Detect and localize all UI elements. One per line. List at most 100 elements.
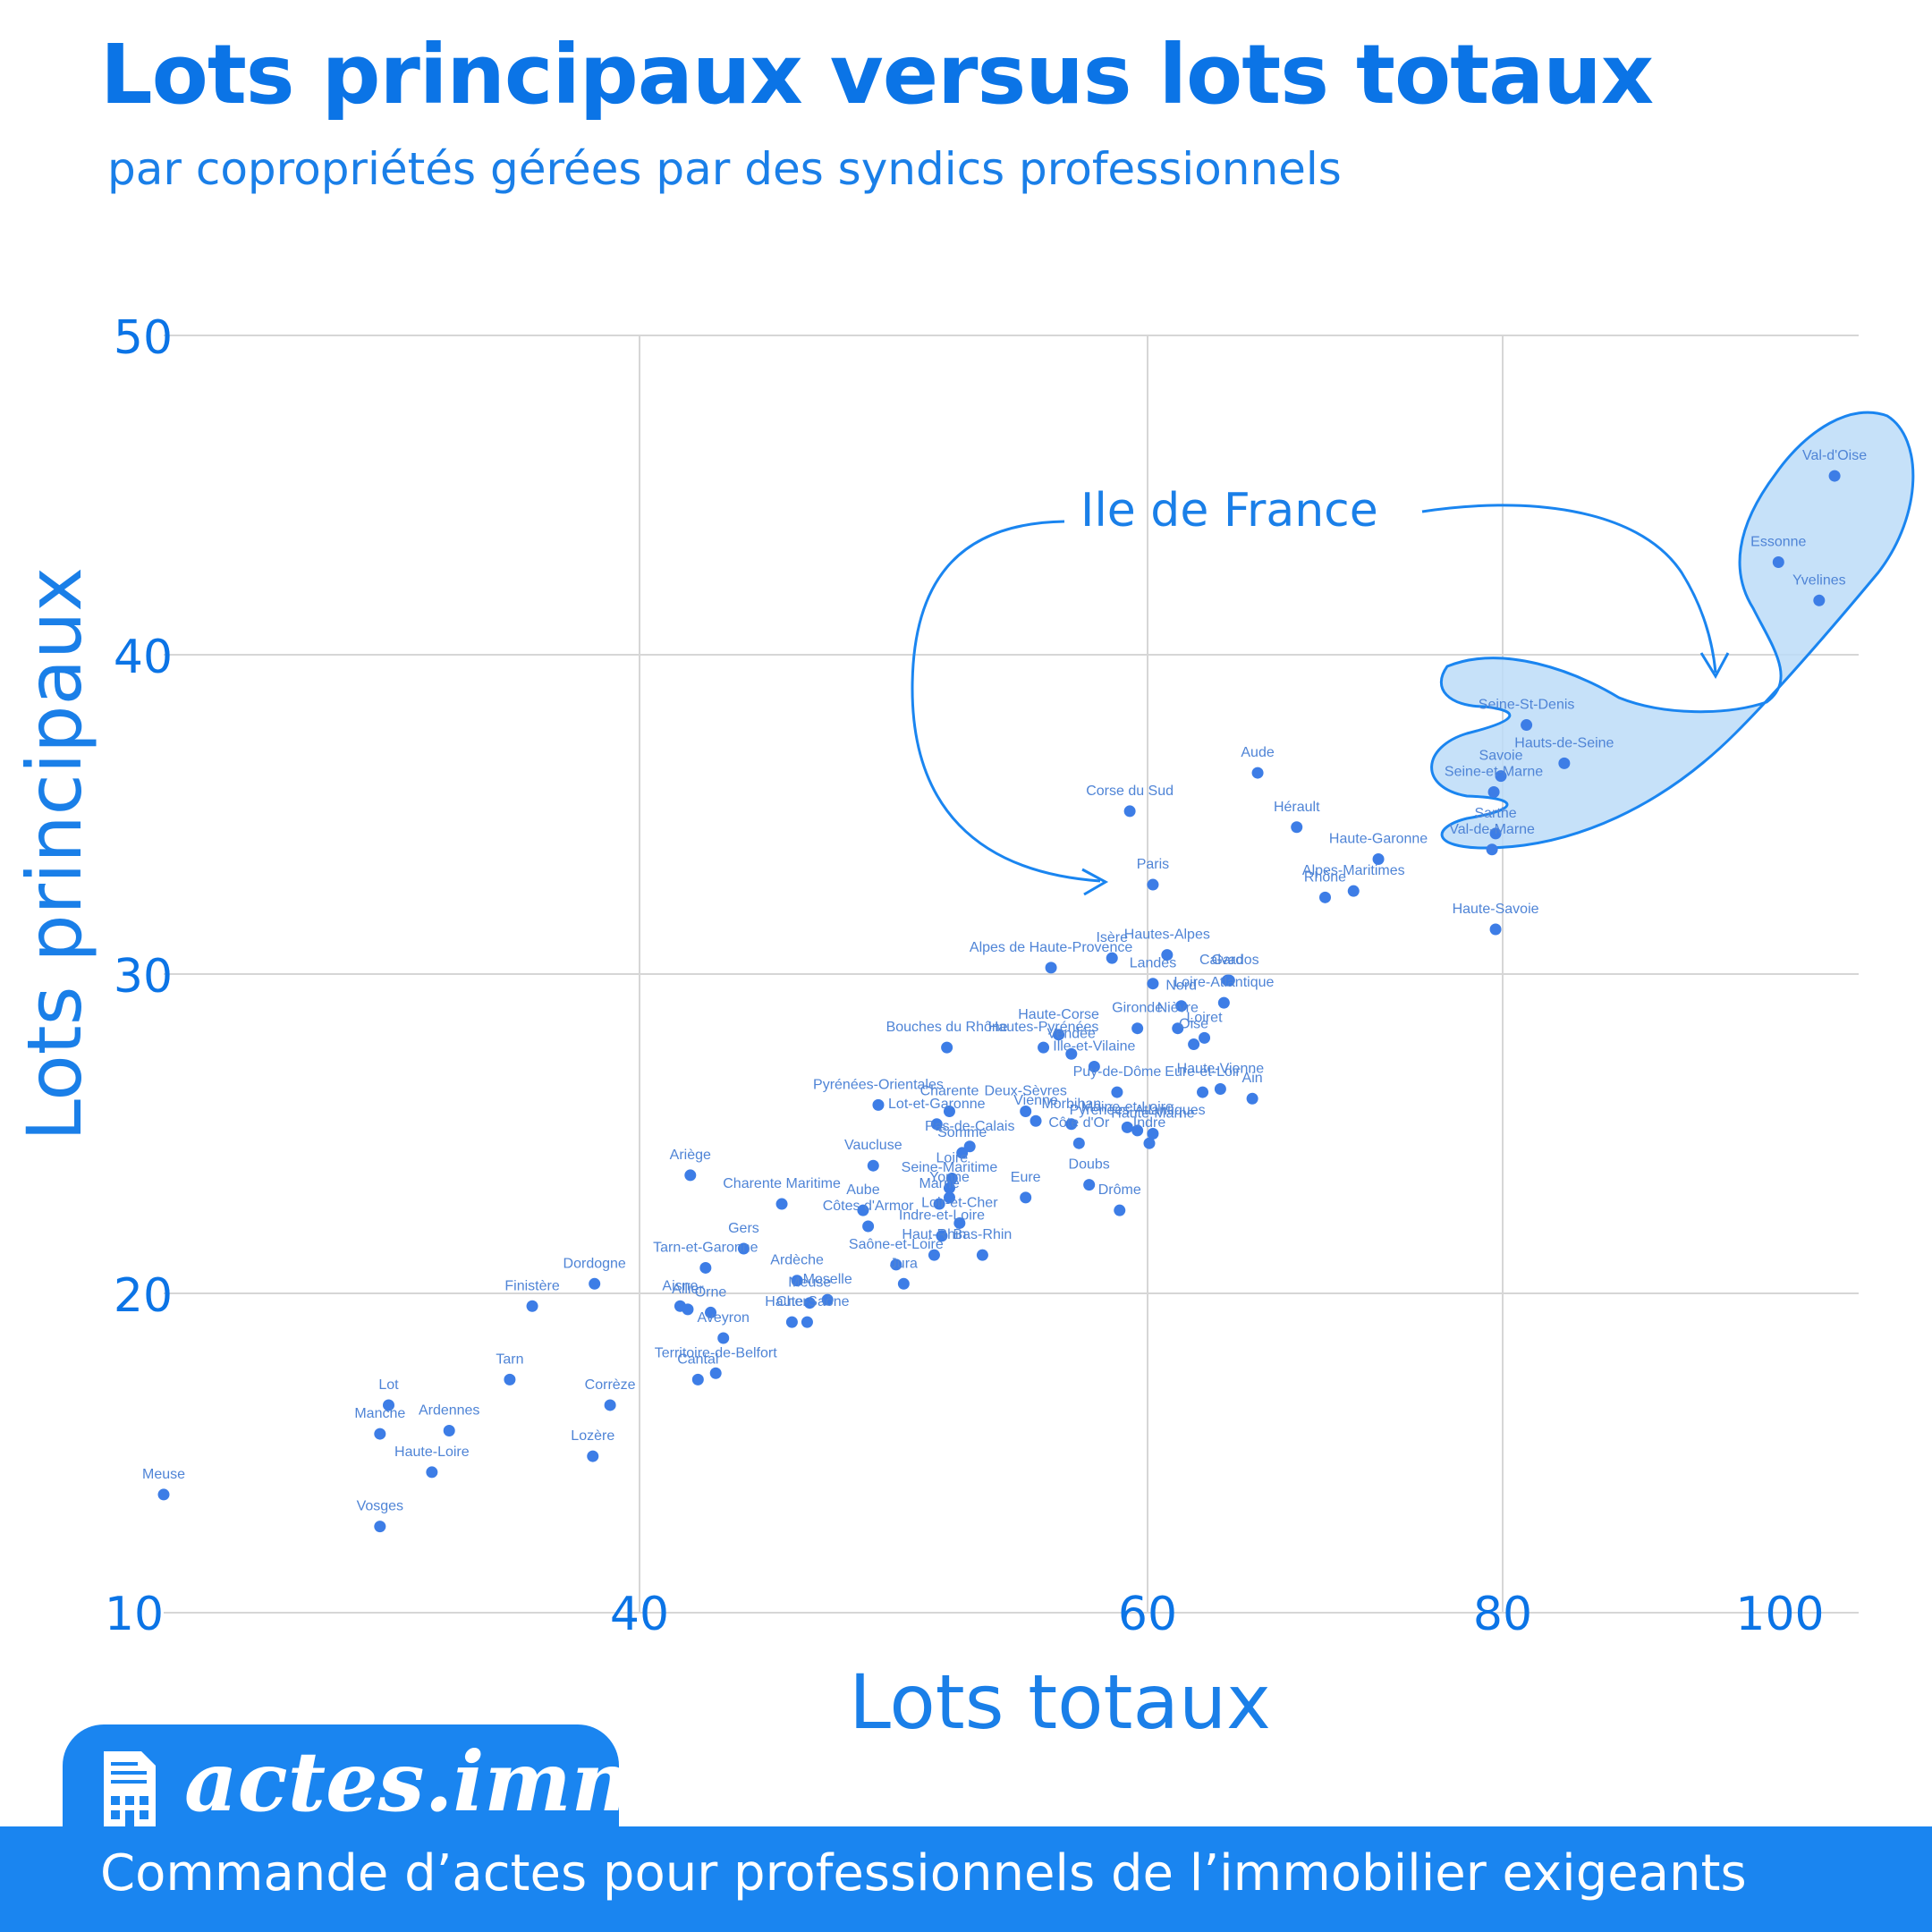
document-building-icon <box>104 1751 156 1826</box>
point-label: Tarn <box>496 1352 523 1367</box>
point-label: Oise <box>1179 1017 1208 1032</box>
data-point <box>821 1293 834 1306</box>
point-label: Savoie <box>1479 749 1523 764</box>
point-label: Vendée <box>1047 1026 1096 1041</box>
point-label: Yvelines <box>1792 572 1846 588</box>
data-point <box>1072 1137 1085 1149</box>
data-point <box>426 1466 438 1479</box>
point-label: Eure <box>1011 1170 1041 1185</box>
data-point <box>1020 1106 1032 1118</box>
point-label: Seine-Maritime <box>902 1160 998 1175</box>
point-label: Pas-de-Calais <box>925 1119 1014 1134</box>
point-label: Hautes-Pyrénées <box>988 1020 1099 1035</box>
y-tick-label: 20 <box>114 1269 173 1323</box>
data-point <box>1083 1179 1096 1191</box>
x-tick-label: 40 <box>610 1588 669 1641</box>
data-point <box>963 1140 976 1153</box>
point-label: Hauts-de-Seine <box>1514 735 1614 750</box>
point-label: Dordogne <box>564 1256 626 1271</box>
data-point <box>709 1367 722 1379</box>
point-label: Meuse <box>788 1275 831 1291</box>
data-point <box>1053 1029 1065 1041</box>
data-point <box>943 1182 955 1194</box>
data-point <box>699 1261 712 1274</box>
point-label: Gironde <box>1112 1001 1163 1016</box>
point-label: Morbihan <box>1041 1097 1101 1112</box>
point-label: Bouches du Rhône <box>886 1020 1008 1035</box>
data-point <box>857 1204 869 1216</box>
data-point <box>1161 949 1174 962</box>
data-point <box>803 1297 816 1309</box>
point-label: Alpes de Haute-Provence <box>970 940 1132 955</box>
point-label: Rhône <box>1304 869 1346 885</box>
data-point <box>589 1277 601 1290</box>
point-label: Val-d'Oise <box>1802 448 1867 463</box>
y-tick-label: 40 <box>114 631 173 684</box>
data-point <box>504 1373 516 1385</box>
point-label: Saône-et-Loire <box>849 1237 944 1252</box>
point-label: Calvados <box>1199 953 1259 968</box>
point-label: Aube <box>846 1182 879 1198</box>
point-label: Haut-Rhin <box>902 1227 966 1242</box>
axis-ticks: 50 40 30 20 10 40 60 80 100 <box>105 311 1825 1641</box>
point-label: Alpes-Maritimes <box>1302 863 1405 878</box>
ile-de-france-highlight <box>1430 411 1915 850</box>
point-label: Marne <box>919 1176 959 1191</box>
point-label: Ariège <box>670 1148 711 1163</box>
data-point <box>1487 786 1500 799</box>
data-point <box>1199 1031 1211 1044</box>
annotation-arrowhead-right <box>1699 652 1730 680</box>
point-label: Allier <box>672 1282 704 1297</box>
page-title: Lots principaux versus lots totaux <box>100 27 1654 123</box>
point-label: Pyrénées-Orientales <box>813 1077 944 1092</box>
data-point <box>897 1277 910 1290</box>
point-label: Côtes d'Armor <box>823 1199 914 1214</box>
point-label: Ardennes <box>419 1403 480 1419</box>
data-point <box>1121 1121 1133 1133</box>
data-point <box>1558 757 1571 769</box>
data-point <box>1489 827 1502 840</box>
point-label: Lozère <box>571 1428 614 1444</box>
data-point <box>933 1198 945 1210</box>
point-label: Loir-et-Cher <box>921 1195 998 1210</box>
point-label: Gard <box>1212 953 1244 968</box>
point-label: Haute-Vienne <box>1177 1062 1265 1077</box>
point-label: Charente Maritime <box>723 1176 841 1191</box>
point-labels: Meuse Vosges Manche Lot Haute-Loire Ardennes T… <box>142 448 1867 1514</box>
data-point <box>1197 1086 1209 1098</box>
chart-grid <box>164 335 1859 1614</box>
point-label: Eure-et-Loir <box>1165 1064 1241 1080</box>
point-label: Pyrénées-Atlantiques <box>1070 1103 1206 1118</box>
point-label: Haute-Saône <box>765 1294 849 1309</box>
point-label: Indre-et-Loire <box>899 1208 985 1224</box>
point-label: Loire <box>936 1150 969 1165</box>
data-point <box>1147 978 1159 990</box>
data-point <box>1246 1092 1258 1105</box>
data-point <box>943 1106 955 1118</box>
data-point <box>1114 1204 1126 1216</box>
point-label: Haute-Marne <box>1111 1106 1194 1122</box>
data-point <box>1106 952 1118 964</box>
data-point <box>1175 1000 1188 1013</box>
data-point <box>1251 767 1264 779</box>
point-label: Isère <box>1096 930 1128 945</box>
data-point <box>1088 1061 1100 1073</box>
point-label: Maine-et-Loire <box>1081 1099 1174 1114</box>
data-point <box>953 1216 966 1229</box>
point-label: Corrèze <box>585 1377 636 1393</box>
point-label: Gers <box>728 1221 759 1236</box>
data-point <box>1214 1083 1226 1096</box>
point-label: Lot <box>378 1377 399 1393</box>
point-label: Lot-et-Garonne <box>888 1097 986 1112</box>
data-point <box>1291 821 1303 834</box>
point-label: Haute-Corse <box>1018 1007 1099 1022</box>
point-label: Nièvre <box>1157 1001 1199 1016</box>
data-point <box>775 1198 788 1210</box>
x-axis-label: Lots totaux <box>849 1658 1271 1746</box>
y-axis-label: Lots principaux <box>11 567 98 1141</box>
data-point <box>682 1303 694 1316</box>
data-point <box>1045 962 1057 974</box>
point-label: Vosges <box>357 1499 403 1514</box>
data-point <box>1131 1022 1144 1035</box>
data-point <box>976 1249 988 1261</box>
